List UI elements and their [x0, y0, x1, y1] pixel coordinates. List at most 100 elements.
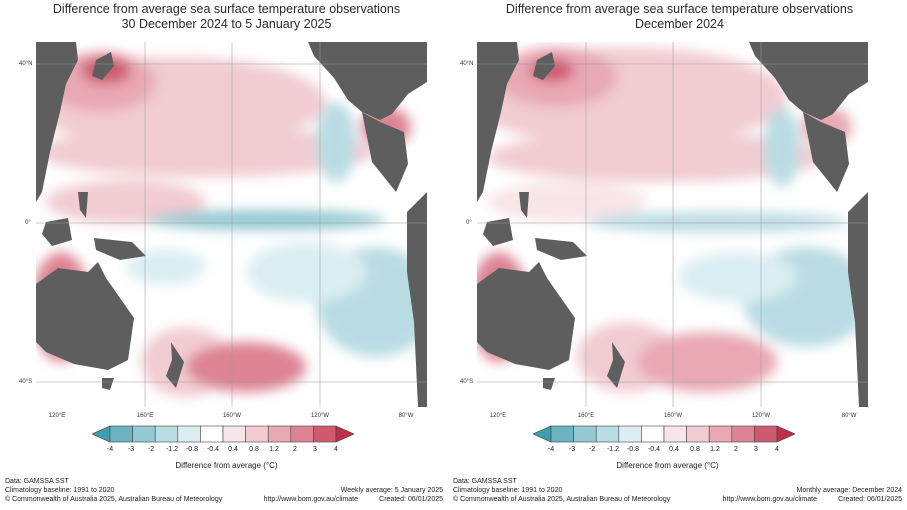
colorbar-tick: -1.2: [165, 446, 179, 453]
australia-land: [477, 262, 575, 370]
colorbar-tick: -0.8: [626, 446, 640, 453]
footer-url[interactable]: http://www.bom.gov.au/climate: [263, 496, 358, 503]
cool-coral-sea: [126, 249, 206, 285]
lon-label: 160°W: [663, 413, 683, 419]
title-line-2: December 2024: [635, 17, 724, 31]
graticule: [477, 42, 868, 407]
cool-central-south: [677, 252, 797, 302]
colorbar-segment: [132, 425, 156, 443]
tasmania-land: [543, 378, 555, 390]
colorbar-tick: -3: [568, 446, 576, 453]
colorbar-segment: [313, 425, 337, 443]
colorbar-tick: 3: [313, 446, 317, 453]
colorbar-tick: 4: [334, 446, 338, 453]
new-zealand-land: [607, 342, 625, 388]
colorbar-segment: [573, 425, 597, 443]
lat-label: 40°N: [460, 61, 474, 67]
lon-label: 160°E: [136, 413, 154, 419]
map-svg: [477, 42, 868, 407]
lon-label: 120°W: [751, 413, 771, 419]
cool-california: [316, 102, 356, 182]
japan-land: [533, 52, 555, 80]
warm-band-subtropics: [36, 127, 376, 177]
colorbar-tick: -0.8: [185, 446, 199, 453]
colorbar-segment: [200, 425, 224, 443]
colorbar-segment: [109, 425, 133, 443]
cool-central-south: [246, 242, 366, 302]
sst-anomaly-map: [477, 42, 868, 407]
colorbar-segment: [641, 425, 665, 443]
footer-created: Created: 06/01/2025: [838, 496, 902, 503]
land-masses: [477, 42, 868, 407]
colorbar-tick: 0.8: [690, 446, 700, 453]
map-svg: [36, 42, 427, 407]
cool-california: [764, 107, 800, 187]
colorbar-label: Difference from average (°C): [616, 461, 719, 470]
colorbar-tick: -1.2: [606, 446, 620, 453]
footer-url[interactable]: http://www.bom.gov.au/climate: [722, 496, 817, 503]
colorbar-segment: [550, 425, 574, 443]
new-guinea-land: [535, 238, 587, 260]
philippines-land: [78, 192, 88, 218]
colorbar-arrow-cold: [533, 425, 552, 443]
central-america-land: [803, 112, 849, 192]
colorbar-tick: -2: [588, 446, 596, 453]
hot-south-pacific: [186, 342, 306, 392]
colorbar-arrow-warm: [335, 425, 354, 443]
colorbar-tick: -3: [127, 446, 135, 453]
lon-label: 120°W: [310, 413, 330, 419]
philippines-land: [519, 192, 529, 218]
colorbar-segment: [154, 425, 179, 443]
colorbar-segment: [731, 425, 755, 443]
australia-land: [36, 262, 134, 370]
south-america-land: [848, 192, 868, 407]
colorbar-tick: 1.2: [710, 446, 720, 453]
colorbar-segment: [686, 425, 710, 443]
colorbar-tick: 1.2: [269, 446, 279, 453]
monthly-anomaly-panel: Difference from average sea surface temp…: [453, 0, 906, 510]
north-america-land: [749, 42, 868, 120]
footer-created: Created: 06/01/2025: [379, 496, 443, 503]
central-america-land: [362, 112, 408, 192]
lat-label: 40°S: [460, 379, 474, 385]
asia-land: [477, 42, 519, 202]
panel-title: Difference from average sea surface temp…: [453, 2, 906, 32]
graticule: [36, 42, 427, 407]
north-america-land: [308, 42, 427, 120]
title-line-2: 30 December 2024 to 5 January 2025: [121, 17, 332, 31]
asia-land: [36, 42, 78, 202]
lon-label: 120°E: [489, 413, 507, 419]
colorbar-tick: -2: [147, 446, 155, 453]
colorbar-tick: -4: [547, 446, 555, 453]
colorbar-tick: 0.8: [249, 446, 259, 453]
lat-label: 40°S: [19, 379, 33, 385]
japan-land: [92, 52, 114, 80]
anomaly-field: [477, 47, 868, 392]
colorbar-tick: -4: [106, 446, 114, 453]
colorbar-tick: -0.4: [206, 446, 220, 453]
colorbar-label: Difference from average (°C): [175, 461, 278, 470]
lat-label: 40°N: [19, 61, 33, 67]
colorbar-segment: [754, 425, 778, 443]
footer-baseline: Climatology baseline: 1991 to 2020: [453, 487, 563, 494]
colorbar-tick: 2: [734, 446, 738, 453]
panel-title: Difference from average sea surface temp…: [0, 2, 453, 32]
warm-south-pacific: [637, 332, 777, 392]
footer-baseline: Climatology baseline: 1991 to 2020: [5, 487, 115, 494]
colorbar: [533, 425, 795, 443]
colorbar-segment: [290, 425, 314, 443]
borneo-land: [42, 218, 72, 246]
new-zealand-land: [166, 342, 184, 388]
colorbar-segment: [663, 425, 687, 443]
colorbar-segment: [177, 425, 201, 443]
lon-label: 80°W: [398, 413, 414, 419]
warm-band-subtropics: [487, 132, 827, 182]
colorbar-segment: [595, 425, 620, 443]
colorbar-arrow-warm: [776, 425, 795, 443]
colorbar-tick: -0.4: [647, 446, 661, 453]
colorbar-segment: [245, 425, 269, 443]
footer-period: Weekly average: 5 January 2025: [340, 487, 443, 494]
colorbar-segment: [618, 425, 642, 443]
lon-label: 80°W: [841, 413, 857, 419]
south-america-land: [407, 192, 427, 407]
